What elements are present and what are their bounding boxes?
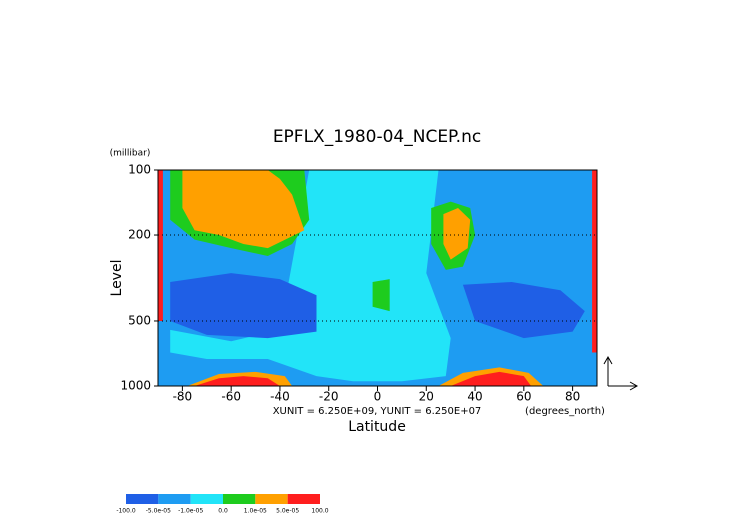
contour-region (450, 371, 532, 386)
colorbar-label: 5.0e-05 (276, 508, 299, 515)
colorbar-swatch (190, 494, 223, 504)
contour-region (194, 376, 280, 386)
y-unit: (millibar) (110, 149, 151, 159)
x-tick-label: -40 (270, 390, 290, 404)
x-tick-label: 0 (374, 390, 382, 404)
y-tick-label: 1000 (120, 379, 151, 393)
plot-frame (157, 169, 598, 387)
y-tick-label: 200 (128, 228, 151, 242)
contour-region (443, 208, 471, 260)
contour-region (462, 282, 585, 339)
x-unit: (degrees_north) (525, 406, 605, 417)
contour-region (182, 170, 305, 249)
x-tick-label: -60 (221, 390, 241, 404)
contour-region (592, 170, 597, 353)
colorbar-swatch (223, 494, 256, 504)
colorbar-swatch (158, 494, 191, 504)
colorbar-swatch (126, 494, 159, 504)
x-tick-label: -80 (173, 390, 193, 404)
contour-region (372, 279, 390, 312)
colorbar-label: 1.0e-05 (244, 508, 267, 515)
x-tick-label: 20 (419, 390, 434, 404)
x-tick-label: -20 (319, 390, 339, 404)
y-tick-label: 100 (128, 163, 151, 177)
contour-region (170, 273, 317, 339)
colorbar-label: -5.0e-05 (146, 508, 171, 515)
x-tick-label: 60 (516, 390, 531, 404)
colorbar-swatch (287, 494, 320, 504)
x-tick-label: 80 (565, 390, 580, 404)
x-axis-label: Latitude (348, 419, 406, 435)
annotation: XUNIT = 6.250E+09, YUNIT = 6.250E+07 (273, 406, 482, 417)
chart-title: EPFLX_1980-04_NCEP.nc (273, 127, 481, 147)
y-axis-label: Level (109, 260, 125, 297)
contour-region (158, 170, 163, 321)
colorbar-label: 0.0 (218, 508, 228, 515)
colorbar-label: 100.0 (311, 508, 328, 515)
contour-region (170, 170, 451, 382)
y-tick-label: 500 (128, 313, 151, 327)
reference-arrow (603, 355, 639, 391)
x-tick-label: 40 (467, 390, 482, 404)
colorbar-label: -1.0e-05 (178, 508, 203, 515)
colorbar-label: -100.0 (116, 508, 136, 515)
colorbar-swatch (255, 494, 288, 504)
